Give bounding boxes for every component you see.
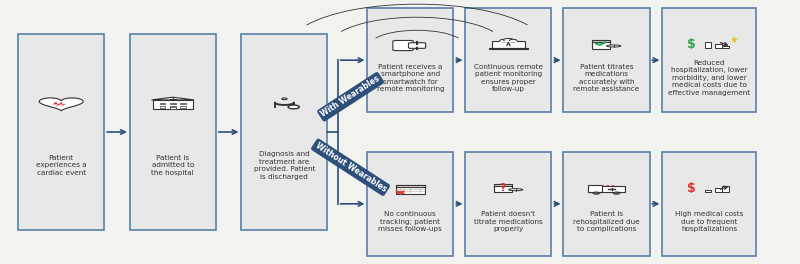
Circle shape [611, 185, 614, 186]
Circle shape [500, 39, 508, 42]
FancyBboxPatch shape [494, 184, 511, 186]
Text: ?: ? [499, 183, 506, 193]
FancyBboxPatch shape [489, 48, 528, 49]
Ellipse shape [606, 45, 621, 47]
Circle shape [606, 185, 609, 186]
Text: Continuous remote
patient monitoring
ensures proper
follow-up: Continuous remote patient monitoring ens… [474, 64, 543, 92]
FancyBboxPatch shape [395, 185, 426, 194]
Text: Reduced
hospitalization, lower
morbidity, and lower
medical costs due to
effecti: Reduced hospitalization, lower morbidity… [668, 60, 750, 96]
FancyBboxPatch shape [715, 44, 722, 49]
FancyBboxPatch shape [500, 41, 517, 42]
FancyBboxPatch shape [170, 106, 176, 108]
Text: Patient
experiences a
cardiac event: Patient experiences a cardiac event [36, 155, 86, 176]
Polygon shape [151, 97, 194, 100]
FancyBboxPatch shape [492, 41, 526, 49]
Circle shape [282, 98, 287, 100]
Circle shape [601, 185, 604, 186]
FancyBboxPatch shape [367, 8, 454, 112]
FancyBboxPatch shape [563, 8, 650, 112]
Circle shape [288, 105, 299, 109]
Text: Diagnosis and
treatment are
provided. Patient
is discharged: Diagnosis and treatment are provided. Pa… [254, 151, 315, 180]
Text: Patient is
rehospitalized due
to complications: Patient is rehospitalized due to complic… [573, 211, 640, 232]
Text: Patient doesn't
titrate medications
properly: Patient doesn't titrate medications prop… [474, 211, 542, 232]
FancyBboxPatch shape [242, 34, 327, 230]
FancyBboxPatch shape [466, 8, 551, 112]
FancyBboxPatch shape [180, 106, 186, 108]
FancyBboxPatch shape [563, 152, 650, 256]
FancyBboxPatch shape [715, 188, 722, 192]
FancyBboxPatch shape [393, 40, 414, 51]
FancyBboxPatch shape [160, 103, 166, 105]
FancyBboxPatch shape [170, 106, 176, 109]
Circle shape [613, 192, 620, 194]
FancyBboxPatch shape [705, 190, 711, 192]
Polygon shape [52, 102, 61, 107]
Text: Without Wearables: Without Wearables [314, 141, 388, 194]
Text: Patient is
admitted to
the hospital: Patient is admitted to the hospital [151, 155, 194, 176]
FancyBboxPatch shape [170, 103, 176, 105]
FancyBboxPatch shape [722, 186, 729, 192]
FancyBboxPatch shape [588, 186, 625, 192]
FancyBboxPatch shape [153, 100, 193, 109]
FancyBboxPatch shape [494, 185, 511, 192]
FancyBboxPatch shape [130, 34, 216, 230]
FancyBboxPatch shape [705, 42, 711, 49]
Circle shape [503, 39, 514, 42]
FancyBboxPatch shape [395, 185, 426, 187]
FancyBboxPatch shape [662, 8, 756, 112]
Text: Patient receives a
smartphone and
smartwatch for
remote monitoring: Patient receives a smartphone and smartw… [377, 64, 444, 92]
Polygon shape [39, 98, 83, 111]
Text: $: $ [687, 38, 696, 51]
Text: ★: ★ [730, 35, 738, 45]
FancyBboxPatch shape [662, 152, 756, 256]
Text: $: $ [687, 182, 696, 195]
Text: With Wearables: With Wearables [319, 74, 382, 119]
Text: Patient titrates
medications
accurately with
remote assistance: Patient titrates medications accurately … [574, 64, 640, 92]
Circle shape [593, 192, 600, 194]
FancyBboxPatch shape [722, 46, 729, 49]
FancyBboxPatch shape [18, 34, 104, 230]
FancyBboxPatch shape [180, 103, 186, 105]
FancyBboxPatch shape [409, 43, 426, 48]
FancyBboxPatch shape [466, 152, 551, 256]
Ellipse shape [509, 188, 522, 191]
FancyBboxPatch shape [592, 41, 610, 49]
FancyBboxPatch shape [160, 106, 166, 108]
FancyBboxPatch shape [592, 40, 610, 42]
Polygon shape [58, 102, 66, 107]
FancyBboxPatch shape [367, 152, 454, 256]
Text: No continuous
tracking; patient
misses follow-ups: No continuous tracking; patient misses f… [378, 211, 442, 232]
Text: High medical costs
due to frequent
hospitalizations: High medical costs due to frequent hospi… [675, 211, 743, 232]
FancyBboxPatch shape [588, 185, 602, 192]
Circle shape [509, 39, 517, 42]
